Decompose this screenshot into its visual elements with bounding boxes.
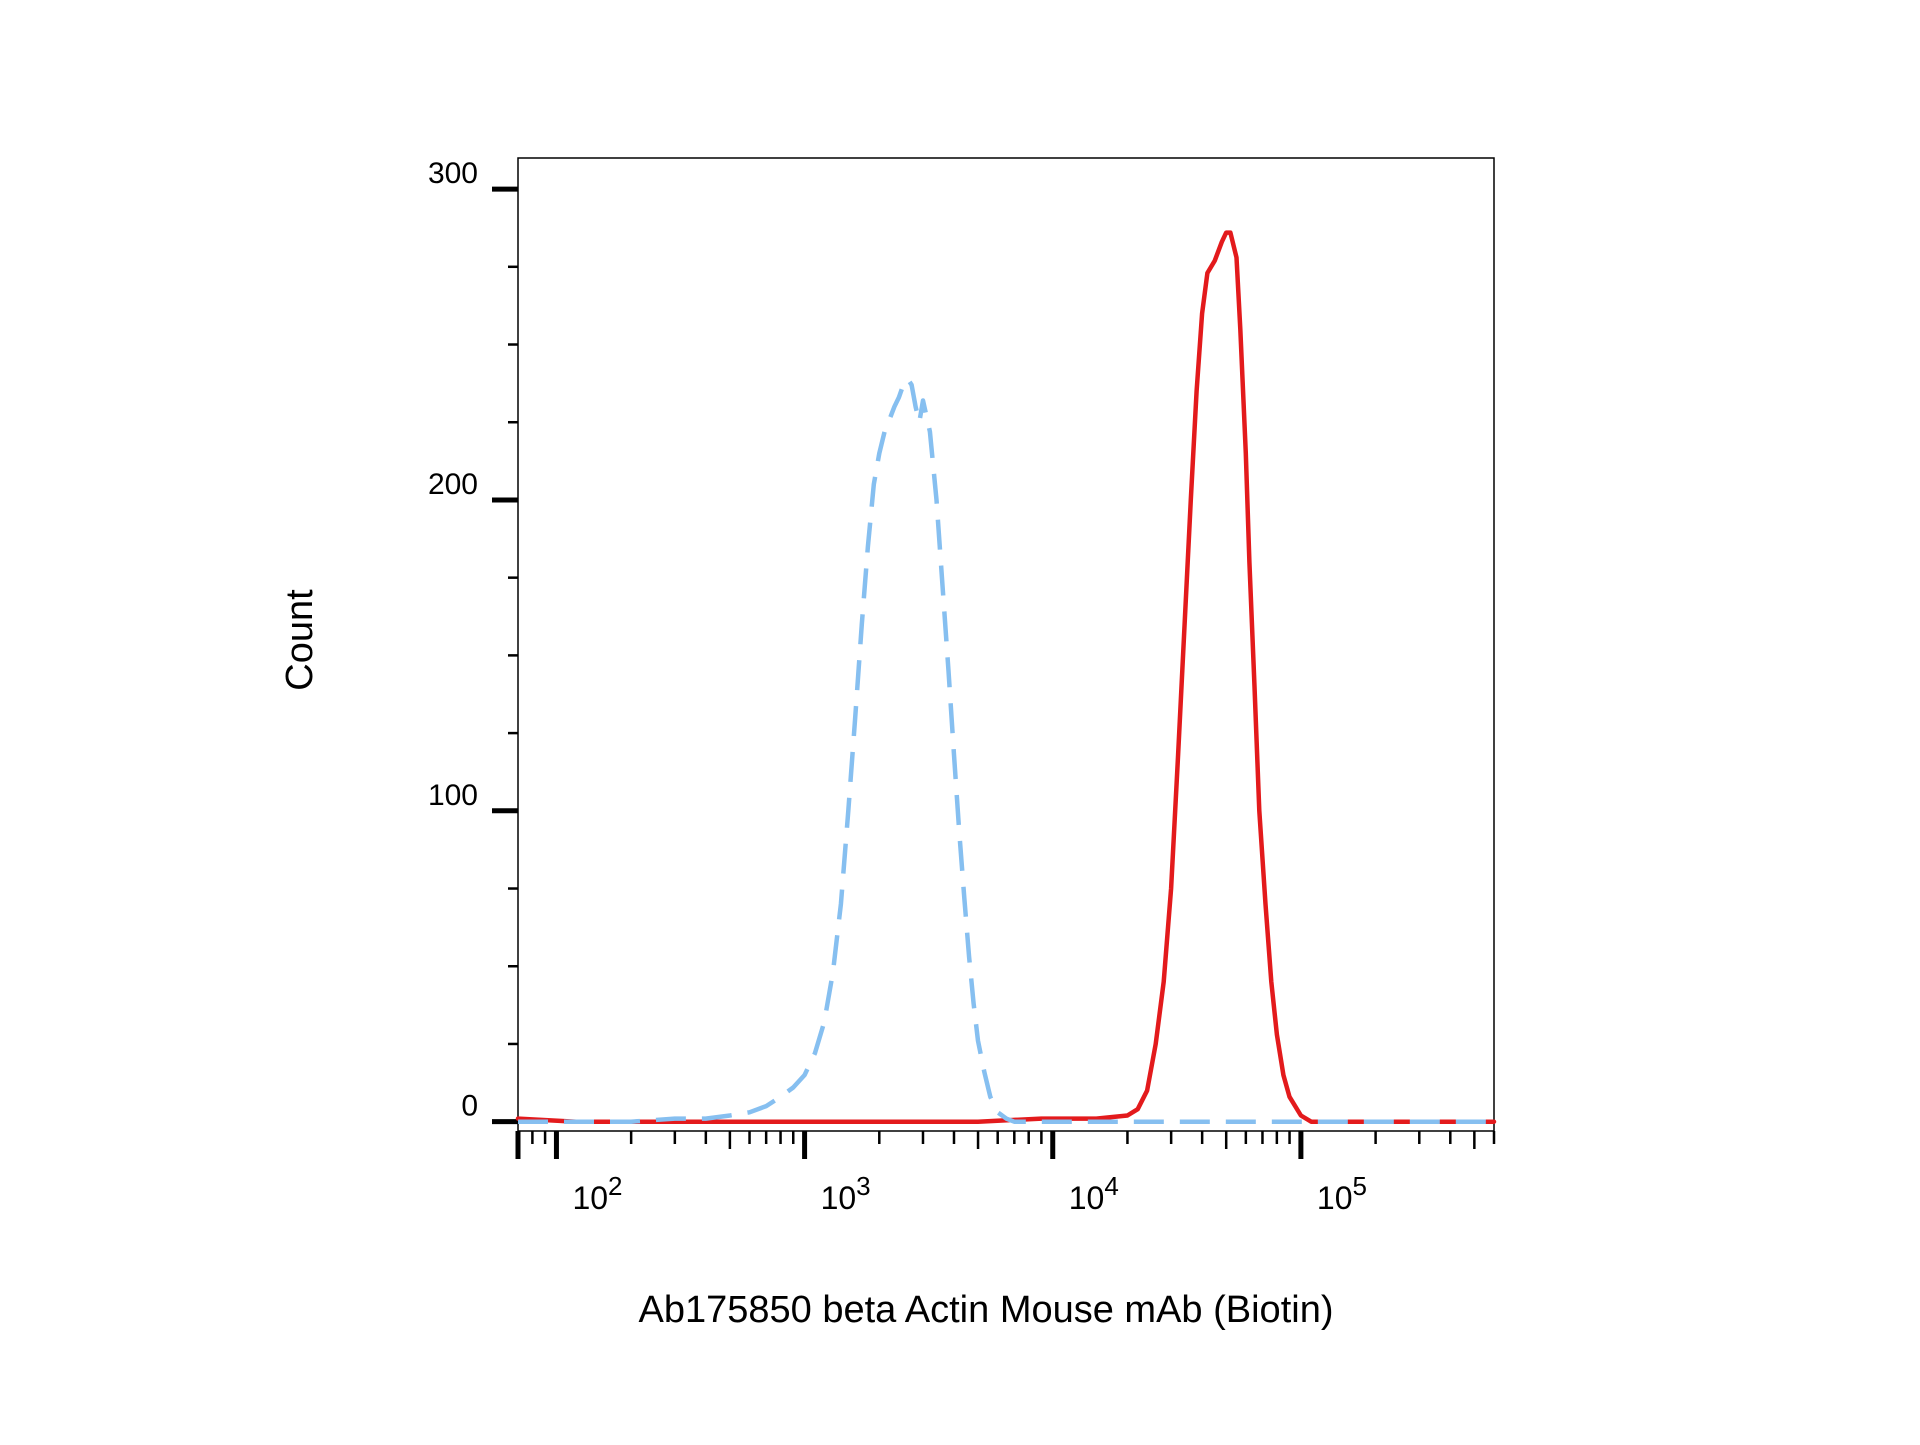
series-layer — [515, 230, 1497, 1124]
x-tick-label: 103 — [821, 1171, 871, 1216]
x-tick-label: 102 — [572, 1171, 622, 1216]
y-tick-label: 100 — [428, 779, 478, 812]
y-tick-label: 0 — [461, 1090, 478, 1123]
y-axis-major-ticks — [492, 186, 518, 1125]
x-axis-tick-labels: 102 103 104 105 — [572, 1171, 1367, 1216]
x-axis-ticks — [515, 1131, 1496, 1159]
y-axis-tick-labels: 0 100 200 300 — [428, 157, 478, 1123]
y-axis-minor-ticks — [508, 265, 518, 1046]
y-axis-label: Count — [279, 589, 321, 691]
y-tick-label: 300 — [428, 157, 478, 190]
x-axis-label: Ab175850 beta Actin Mouse mAb (Biotin) — [639, 1289, 1334, 1331]
series-line-1 — [515, 230, 1497, 1124]
y-tick-label: 200 — [428, 468, 478, 501]
x-tick-label: 104 — [1069, 1171, 1119, 1216]
series-line-2 — [518, 376, 1494, 1124]
plot-frame — [517, 157, 1495, 1132]
x-tick-label: 105 — [1317, 1171, 1367, 1216]
